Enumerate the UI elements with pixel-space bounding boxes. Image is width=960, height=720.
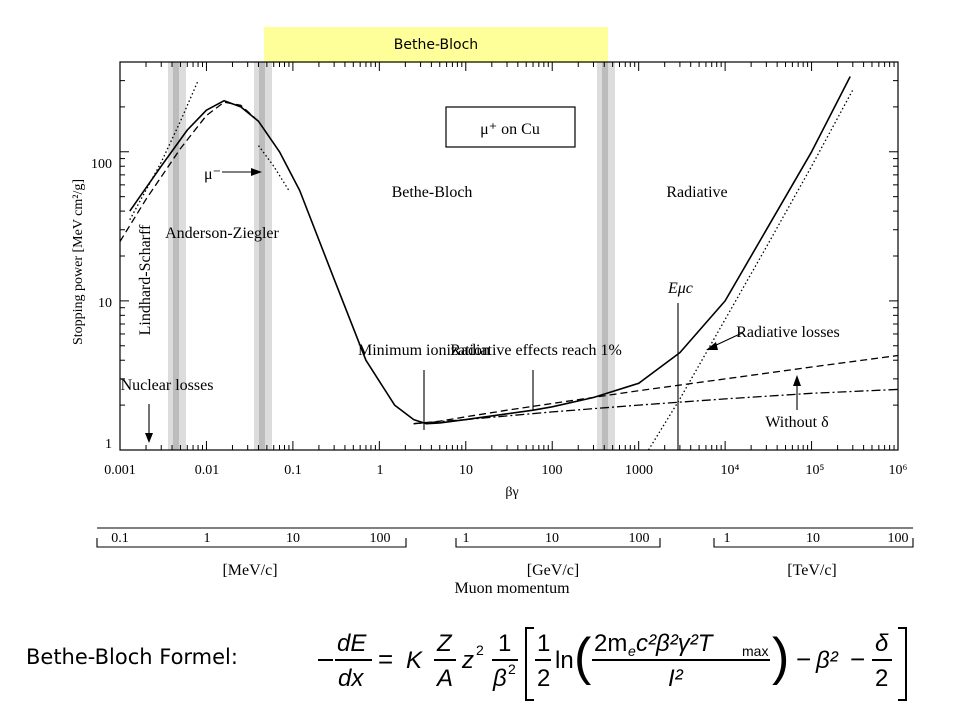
series-dotted-6	[647, 89, 854, 451]
formula-lhs-den: dx	[338, 665, 364, 692]
x-tick-label: 100	[542, 463, 563, 478]
formula-ln: ln	[555, 647, 574, 674]
y-tick-label: 1	[105, 437, 112, 452]
x-ticks	[119, 62, 895, 450]
momentum-tick-label: 1	[463, 531, 470, 546]
series-dashed-1	[119, 101, 259, 242]
momentum-tick-label: 100	[370, 531, 391, 546]
momentum-tick-label: 1	[724, 531, 731, 546]
formula-k: K	[406, 647, 423, 674]
momentum-tick-label: 10	[545, 531, 559, 546]
legend-box	[445, 106, 576, 148]
formula-half-num: 1	[537, 630, 550, 657]
momentum-unit: [GeV/c]	[527, 562, 579, 579]
x-tick-label: 0.1	[284, 463, 302, 478]
y-tick-label: 100	[91, 157, 112, 172]
formula-num-e: e	[628, 643, 636, 659]
momentum-unit: [TeV/c]	[787, 562, 837, 579]
x-tick-label: 10	[459, 463, 473, 478]
formula-minus-beta2: β²	[815, 647, 839, 674]
legend-text: μ⁺ on Cu	[480, 121, 540, 138]
bethe-bloch-formula: dE dx = K Z A z 2 1 β 2 1 2 ln ( 2m e c²…	[318, 627, 907, 701]
formula-z2: z	[461, 647, 474, 674]
curves	[119, 76, 899, 451]
x-tick-label: 1	[377, 463, 384, 478]
formula-num-max: max	[742, 643, 768, 659]
svg-text:−: −	[796, 644, 811, 674]
series-solid-0	[129, 76, 851, 425]
svg-text:(: (	[574, 628, 592, 686]
formula-z: Z	[436, 630, 453, 657]
arrowheads	[145, 168, 801, 443]
svg-text:=: =	[378, 644, 393, 674]
region-label-anderson: Anderson-Ziegler	[165, 225, 279, 242]
svg-text:): )	[772, 628, 789, 686]
formula-i2: I²	[668, 665, 684, 692]
region-label-lindhard: Lindhard-Scharff	[137, 224, 154, 335]
region-label-radiative: Radiative	[666, 184, 727, 201]
svg-text:2: 2	[508, 661, 516, 677]
momentum-unit: [MeV/c]	[222, 562, 277, 579]
momentum-tick-label: 100	[888, 531, 909, 546]
annotation-without-delta: Without δ	[765, 414, 828, 431]
banner-title: Bethe-Bloch	[264, 27, 608, 63]
x-tick-label: 1000	[625, 463, 653, 478]
formula-lhs-num: dE	[337, 630, 367, 657]
annotation-radiative-losses: Radiative losses	[736, 324, 840, 341]
series-dotted-5	[257, 145, 290, 191]
y-tick-label: 10	[98, 296, 112, 311]
x-tick-label: 10⁴	[721, 463, 740, 478]
formula-half-den: 2	[537, 665, 550, 692]
region-label-bethe: Bethe-Bloch	[392, 184, 473, 201]
x-axis-label: βγ	[505, 485, 518, 500]
annotation-radiative-effects: Radiative effects reach 1%	[450, 342, 622, 359]
formula-num-rest: c²β²γ²T	[636, 630, 715, 657]
formula-beta2: β	[492, 665, 507, 692]
region-bands	[168, 62, 615, 450]
formula-num-2m: 2m	[594, 630, 627, 657]
momentum-label: Muon momentum	[454, 580, 570, 597]
series-dashdot-3	[413, 388, 899, 425]
annotation-mu-minus: μ⁻	[204, 166, 221, 183]
svg-text:−: −	[850, 644, 865, 674]
svg-text:2: 2	[476, 642, 484, 658]
formula-one: 1	[498, 630, 511, 657]
x-tick-label: 10⁶	[889, 463, 908, 478]
series-dashed-2	[413, 354, 899, 425]
annotation-min-ionization: Minimum ionization	[358, 342, 490, 359]
annotation-nuclear: Nuclear losses	[121, 377, 214, 394]
annotation-arrows	[148, 171, 798, 450]
momentum-tick-label: 1	[204, 531, 211, 546]
annotation-emuc: Eμc	[667, 280, 693, 297]
x-tick-label: 10⁵	[806, 463, 825, 478]
y-axis-label: Stopping power [MeV cm²/g]	[71, 179, 86, 345]
momentum-tick-label: 100	[629, 531, 650, 546]
momentum-tick-label: 0.1	[111, 531, 129, 546]
y-ticks	[120, 61, 898, 451]
series-dotted-4	[129, 80, 199, 221]
momentum-tick-label: 10	[286, 531, 300, 546]
formula-delta-den: 2	[875, 665, 888, 692]
x-tick-label: 0.01	[195, 463, 220, 478]
momentum-tick-label: 10	[806, 531, 820, 546]
formula-a: A	[435, 665, 453, 692]
momentum-brackets	[96, 527, 914, 548]
x-tick-label: 0.001	[104, 463, 136, 478]
formula-label: Bethe-Bloch Formel:	[26, 645, 238, 669]
formula-delta: δ	[875, 630, 889, 657]
